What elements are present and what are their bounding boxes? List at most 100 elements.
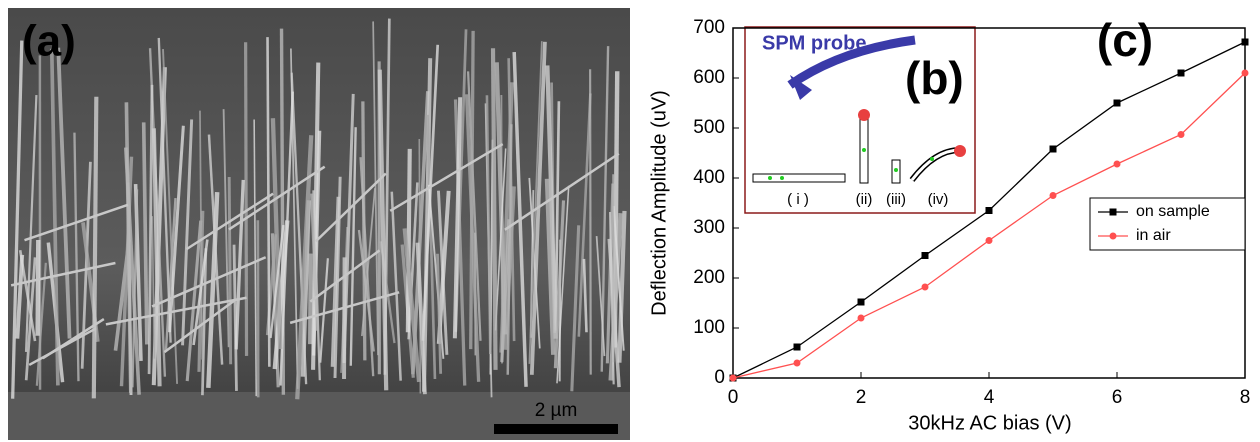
- y-tick-label: 700: [693, 17, 725, 38]
- inset-sublabel: ( i ): [787, 191, 809, 208]
- marker: [1113, 160, 1121, 168]
- nanowire: [91, 96, 99, 399]
- nanowire: [405, 148, 412, 333]
- scale-bar-label: 2 µm: [535, 400, 578, 421]
- nanowire: [452, 97, 463, 339]
- nanowire: [151, 128, 162, 387]
- nanowire: [311, 130, 322, 356]
- nanowire: [310, 193, 319, 331]
- nanowire: [163, 299, 236, 354]
- legend-marker: [1109, 208, 1117, 216]
- nanowire: [253, 119, 258, 397]
- marker: [1049, 145, 1057, 153]
- y-axis-label: Deflection Amplitude (uV): [648, 90, 670, 316]
- inset: [744, 26, 976, 214]
- dot: [930, 157, 934, 161]
- marker: [857, 314, 865, 322]
- nanowire: [556, 185, 570, 384]
- nanowire: [222, 109, 230, 348]
- nanowire: [206, 191, 220, 388]
- nanowire: [232, 244, 238, 391]
- dot: [894, 168, 898, 172]
- nanowire: [123, 147, 141, 395]
- nanowire: [164, 197, 177, 352]
- dot: [862, 148, 866, 152]
- wire: [752, 173, 846, 183]
- x-tick-label: 6: [1112, 387, 1123, 408]
- nanowire: [490, 48, 498, 370]
- nanowire: [427, 184, 445, 359]
- nanowire: [185, 192, 274, 251]
- nanowire: [162, 49, 179, 384]
- nanowire: [617, 210, 627, 363]
- y-tick-label: 500: [693, 117, 725, 138]
- nanowire: [390, 191, 402, 381]
- nanowire: [377, 69, 389, 391]
- nanowire: [545, 65, 558, 339]
- nanowire: [147, 84, 154, 375]
- inset-label: (b): [905, 52, 964, 104]
- nanowire: [269, 224, 285, 339]
- legend-label: in air: [1136, 227, 1171, 244]
- x-tick-label: 8: [1240, 387, 1251, 408]
- probe: [787, 35, 916, 89]
- marker: [921, 283, 929, 291]
- nanowire: [494, 148, 507, 331]
- inset-title: SPM probe: [762, 32, 866, 54]
- nanowire: [469, 30, 475, 350]
- nanowire: [141, 122, 149, 345]
- nanowire: [151, 256, 267, 308]
- nanowire: [500, 219, 511, 363]
- marker: [1113, 99, 1121, 107]
- nanowire: [151, 216, 156, 359]
- nanowire: [595, 235, 606, 357]
- nanowire: [227, 177, 233, 365]
- nanowire: [506, 124, 513, 375]
- marker: [793, 343, 801, 351]
- nanowire: [577, 93, 592, 337]
- nanowire: [570, 225, 581, 392]
- nanowire: [234, 179, 245, 350]
- nanowire: [289, 291, 400, 325]
- panel-label: (c): [1097, 14, 1153, 66]
- nanowire: [295, 135, 314, 400]
- nanowire: [270, 118, 283, 350]
- nanowire: [15, 254, 25, 339]
- nanowire: [494, 62, 508, 335]
- nanowire: [49, 48, 60, 386]
- nanowire: [279, 91, 294, 386]
- nanowire: [244, 42, 249, 356]
- panel-label: (a): [22, 17, 76, 66]
- nanowire: [359, 157, 375, 377]
- inset-sublabel: (ii): [856, 191, 873, 208]
- nanowire: [309, 249, 381, 303]
- charge: [858, 109, 870, 121]
- nanowire: [10, 261, 116, 287]
- nanowire: [308, 253, 313, 345]
- nanowire: [181, 119, 194, 346]
- dot: [780, 176, 784, 180]
- dot: [768, 176, 772, 180]
- nanowire: [421, 58, 433, 392]
- y-tick-label: 300: [693, 217, 725, 238]
- charge: [954, 145, 966, 157]
- nanowire: [24, 95, 38, 352]
- nanowire: [11, 40, 24, 399]
- y-tick-label: 600: [693, 67, 725, 88]
- inset-sublabel: (iv): [928, 191, 949, 208]
- sem-image: [8, 8, 630, 440]
- nanowire: [266, 37, 271, 367]
- marker: [1241, 69, 1249, 77]
- nanowire: [105, 296, 247, 326]
- nanowire: [199, 110, 204, 360]
- nanowire: [73, 132, 80, 382]
- nanowire: [342, 93, 355, 364]
- probe-tip: [790, 75, 812, 100]
- nanowire: [42, 317, 105, 360]
- x-axis-label: 30kHz AC bias (V): [908, 412, 1071, 434]
- marker: [1241, 38, 1249, 46]
- nanowire: [35, 239, 41, 336]
- nanowire: [319, 258, 329, 363]
